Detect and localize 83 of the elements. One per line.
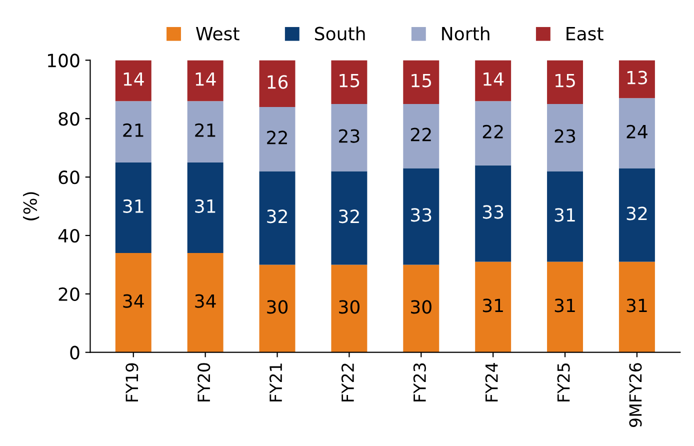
data-label: 30 <box>267 300 288 314</box>
x-tick-label: FY22 <box>341 364 354 402</box>
bar <box>331 264 368 352</box>
bar <box>475 262 512 352</box>
bar <box>115 101 152 162</box>
bar <box>187 60 224 102</box>
bar <box>547 104 583 172</box>
bar <box>331 104 368 172</box>
data-label: 15 <box>340 74 360 88</box>
bar <box>618 262 655 352</box>
bar <box>331 171 368 265</box>
bar <box>115 60 152 102</box>
bar <box>187 101 224 162</box>
bar <box>475 60 512 102</box>
bar <box>403 104 440 168</box>
data-label: 32 <box>339 210 359 224</box>
data-label: 33 <box>482 205 504 219</box>
data-label: 32 <box>626 206 647 220</box>
data-label: 14 <box>124 72 144 86</box>
bar <box>187 162 224 254</box>
data-label: 21 <box>123 123 144 137</box>
x-tick-label: FY21 <box>269 364 282 402</box>
bar <box>331 60 368 104</box>
legend-label: South <box>315 26 365 40</box>
bar <box>259 264 296 352</box>
y-tick-label: 40 <box>58 228 80 243</box>
x-tick-label: FY19 <box>126 363 138 402</box>
data-label: 31 <box>554 208 575 222</box>
y-tick-label: 100 <box>48 54 80 68</box>
x-tick-label: FY23 <box>413 363 426 402</box>
data-label: 22 <box>482 124 503 138</box>
bar <box>618 98 655 168</box>
bar <box>475 101 512 166</box>
bar <box>547 60 583 104</box>
data-label: 24 <box>626 124 648 138</box>
y-tick-label: 80 <box>58 112 80 126</box>
legend-label: North <box>442 26 490 40</box>
bar <box>259 60 296 107</box>
y-tick-label: 0 <box>70 346 80 360</box>
x-tick-label: FY24 <box>485 362 498 402</box>
bar <box>403 60 440 104</box>
data-label: 15 <box>412 74 432 88</box>
data-label: 22 <box>267 130 287 144</box>
y-tick-label: 20 <box>58 287 80 302</box>
x-tick-label: FY25 <box>557 364 570 402</box>
data-label: 31 <box>482 298 503 312</box>
data-label: 23 <box>554 129 576 143</box>
data-label: 21 <box>195 123 216 137</box>
data-label: 31 <box>123 199 144 213</box>
data-label: 34 <box>195 294 216 308</box>
x-tick-label: FY20 <box>198 363 210 402</box>
y-tick-label: 60 <box>58 170 80 184</box>
x-tick-label: 9MFY26 <box>629 363 642 427</box>
bar <box>547 262 583 352</box>
bar <box>115 253 152 352</box>
bar <box>547 171 583 262</box>
y-axis-title: (%) <box>23 192 40 220</box>
data-label: 33 <box>411 208 432 222</box>
bar <box>618 60 655 98</box>
legend-label: East <box>566 27 604 40</box>
data-label: 14 <box>196 72 216 86</box>
bar <box>259 171 296 265</box>
legend-label: West <box>196 27 240 40</box>
bar <box>618 168 655 262</box>
bar <box>187 253 224 352</box>
data-label: 23 <box>339 129 360 143</box>
bar <box>115 162 152 254</box>
data-label: 32 <box>267 210 287 224</box>
data-label: 31 <box>626 298 647 312</box>
data-label: 15 <box>556 74 575 88</box>
data-label: 30 <box>339 300 360 314</box>
bar <box>403 168 440 265</box>
data-label: 31 <box>195 199 216 213</box>
bar <box>403 264 440 352</box>
data-label: 13 <box>627 70 647 84</box>
data-label: 30 <box>411 300 432 314</box>
data-label: 31 <box>554 298 575 312</box>
data-label: 22 <box>410 128 431 142</box>
data-label: 16 <box>268 75 288 89</box>
bar <box>259 106 296 172</box>
data-label: 34 <box>123 294 144 308</box>
data-label: 14 <box>484 72 504 86</box>
bar <box>475 165 512 262</box>
